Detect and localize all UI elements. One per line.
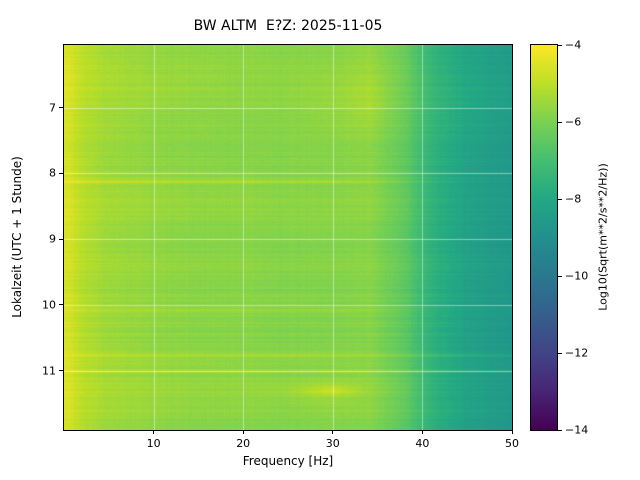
x-tick-mark: [511, 430, 513, 434]
plot-area: [63, 44, 513, 431]
colorbar-tick-label: −14: [565, 423, 589, 437]
colorbar-tick-label: −12: [565, 346, 589, 360]
y-tick-mark: [59, 172, 63, 174]
x-tick-mark: [421, 430, 423, 434]
chart-title: BW ALTM E?Z: 2025-11-05: [193, 18, 383, 34]
y-tick-label: 9: [49, 232, 56, 246]
colorbar-tick-label: −8: [565, 192, 582, 206]
colorbar-gradient: [531, 45, 557, 430]
y-axis-label: Lokalzeit (UTC + 1 Stunde): [10, 156, 24, 318]
x-tick-label: 10: [146, 437, 161, 450]
x-tick-mark: [332, 430, 334, 434]
colorbar-tick-mark: [558, 429, 562, 431]
x-tick-label: 30: [325, 437, 340, 450]
x-tick-label: 20: [236, 437, 251, 450]
x-tick-label: 50: [505, 437, 519, 450]
y-tick-mark: [59, 304, 63, 306]
colorbar-tick-mark: [558, 44, 562, 46]
colorbar-tick-mark: [558, 121, 562, 123]
colorbar-tick-mark: [558, 198, 562, 200]
y-tick-label: 11: [42, 364, 56, 378]
y-tick-mark: [59, 107, 63, 109]
colorbar-tick-label: −10: [565, 269, 589, 283]
colorbar-tick-mark: [558, 352, 562, 354]
y-tick-label: 7: [49, 101, 56, 115]
y-tick-mark: [59, 238, 63, 240]
colorbar: [530, 44, 558, 431]
y-tick-mark: [59, 370, 63, 372]
y-tick-label: 10: [42, 298, 56, 312]
x-tick-mark: [153, 430, 155, 434]
x-tick-label: 40: [415, 437, 430, 450]
x-tick-mark: [242, 430, 244, 434]
colorbar-tick-mark: [558, 275, 562, 277]
colorbar-tick-label: −4: [565, 38, 582, 52]
spectrogram-canvas: [64, 45, 512, 430]
colorbar-tick-label: −6: [565, 115, 582, 129]
x-axis-label: Frequency [Hz]: [242, 454, 334, 468]
y-tick-label: 8: [49, 166, 56, 180]
colorbar-label: Log10(Sqrt(m**2/s**2/Hz)): [596, 163, 610, 311]
